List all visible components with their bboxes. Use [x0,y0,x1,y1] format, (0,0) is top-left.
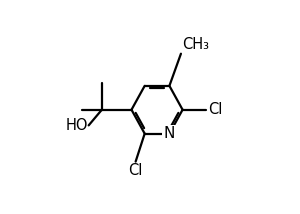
Text: Cl: Cl [208,102,223,117]
Text: HO: HO [65,118,88,133]
Text: CH₃: CH₃ [183,37,210,52]
Text: N: N [164,126,175,141]
Text: Cl: Cl [128,163,143,178]
